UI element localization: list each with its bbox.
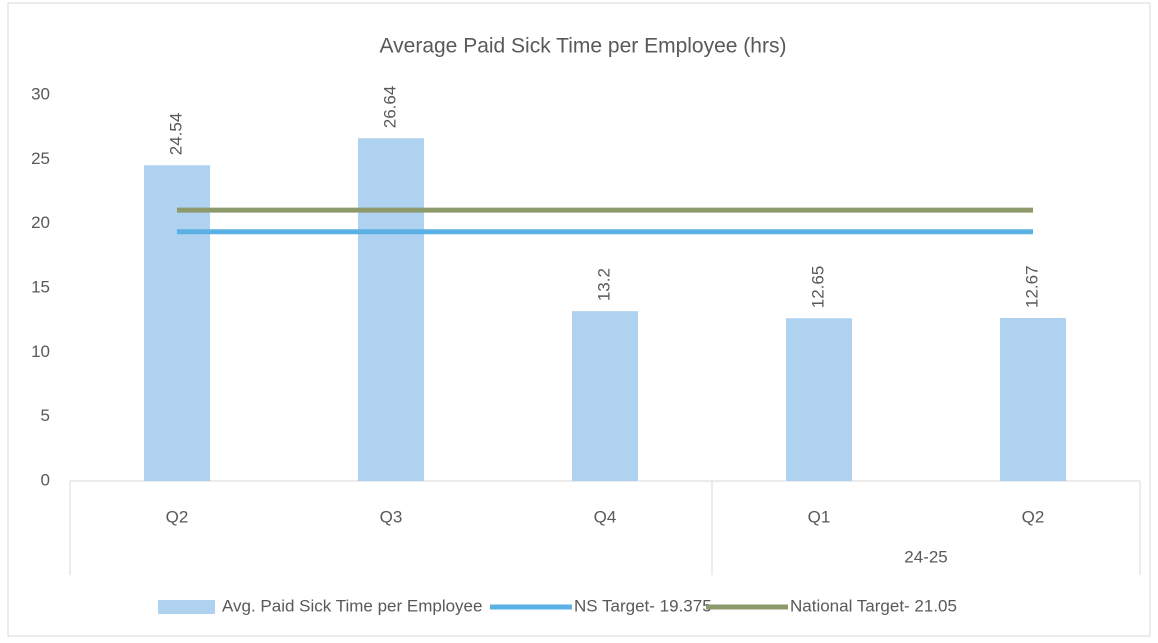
y-tick-label: 25 — [31, 149, 50, 168]
y-tick-label: 30 — [31, 84, 50, 103]
x-tick-label: Q3 — [380, 507, 403, 526]
legend-label: Avg. Paid Sick Time per Employee — [222, 596, 482, 615]
y-tick-label: 0 — [41, 470, 50, 489]
data-label: 24.54 — [166, 113, 185, 156]
data-label: 12.67 — [1022, 265, 1041, 308]
y-tick-label: 15 — [31, 277, 50, 296]
y-tick-label: 5 — [41, 406, 50, 425]
x-tick-label: Q1 — [808, 507, 831, 526]
data-label: 12.65 — [808, 266, 827, 309]
data-label: 13.2 — [594, 268, 613, 301]
bar — [1000, 317, 1066, 481]
bar — [786, 318, 852, 481]
x-tick-label: Q2 — [166, 507, 189, 526]
bar — [358, 138, 424, 481]
x-tick-label: Q2 — [1022, 507, 1045, 526]
bar — [572, 311, 638, 481]
legend-swatch — [158, 600, 215, 614]
bar — [144, 165, 210, 481]
data-label: 26.64 — [380, 86, 399, 129]
chart-title: Average Paid Sick Time per Employee (hrs… — [380, 35, 787, 58]
y-tick-label: 20 — [31, 213, 50, 232]
legend-label: NS Target- 19.375 — [574, 596, 712, 615]
legend-label: National Target- 21.05 — [790, 596, 957, 615]
x-tick-label: Q4 — [594, 507, 617, 526]
group-label: 24-25 — [904, 547, 947, 566]
y-tick-label: 10 — [31, 342, 50, 361]
